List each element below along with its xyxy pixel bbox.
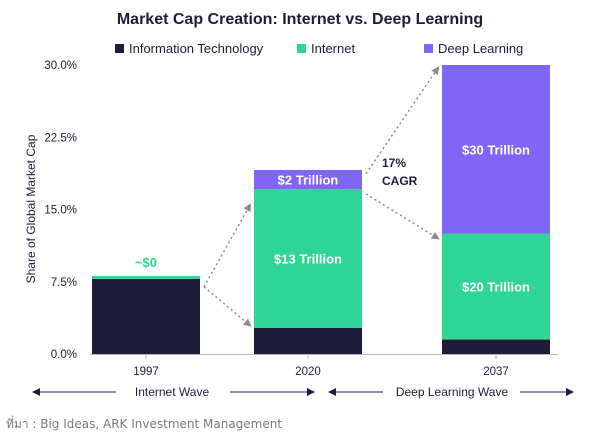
y-axis-label: Share of Global Market Cap [24,134,38,283]
arrow-2020-to-2037-top [365,66,440,175]
x-axis: 1997 2020 2037 [90,354,558,378]
y-tick-label: 30.0% [44,60,77,72]
bar-2037-internet [442,233,550,340]
y-tick-label: 0.0% [51,349,77,361]
arrow-1997-to-2020-top [203,203,251,288]
arrow-2020-to-2037-bottom [365,193,440,240]
y-tick-label: 15.0% [44,205,77,217]
deep-learning-wave-label: Deep Learning Wave [396,385,509,399]
arrow-1997-to-2020-bottom [203,286,252,327]
x-tick-label-2020: 2020 [295,366,321,378]
x-tick-label-1997: 1997 [133,366,159,378]
legend-label-internet: Internet [311,41,355,56]
segment-label-2020-deep-learning: $2 Trillion [278,173,339,188]
segment-labels: ~$0 $13 Trillion $2 Trillion $20 Trillion $3… [135,142,530,294]
bar-2037-information-technology [442,339,550,354]
growth-arrows [203,66,440,327]
y-axis-ticks: 0.0% 7.5% 15.0% 22.5% 30.0% [44,60,77,361]
bars [92,65,550,354]
source-note: ที่มา : Big Ideas, ARK Investment Manage… [6,417,283,431]
legend-label-information-technology: Information Technology [129,41,264,56]
chart-title: Market Cap Creation: Internet vs. Deep L… [117,11,483,28]
legend: Information Technology Internet Deep Learn… [115,41,523,56]
bar-2037-deep-learning [442,65,550,234]
bar-1997-internet [92,275,200,279]
x-tick-label-2037: 2037 [483,366,509,378]
cagr-label: CAGR [382,174,418,188]
bar-2020-internet [254,189,362,328]
y-tick-label: 22.5% [44,132,77,144]
segment-label-1997-internet: ~$0 [135,255,157,270]
legend-label-deep-learning: Deep Learning [438,41,523,56]
bar-2020-deep-learning [254,170,362,190]
legend-swatch-information-technology [115,44,124,53]
cagr-value: 17% [382,156,406,170]
internet-wave-label: Internet Wave [135,385,210,399]
segment-label-2037-deep-learning: $30 Trillion [462,142,530,157]
legend-swatch-internet [297,44,306,53]
bar-1997-information-technology [92,278,200,354]
legend-swatch-deep-learning [424,44,433,53]
y-tick-label: 7.5% [51,277,77,289]
segment-label-2020-internet: $13 Trillion [274,252,342,267]
bar-2020-information-technology [254,327,362,354]
segment-label-2037-internet: $20 Trillion [462,280,530,295]
